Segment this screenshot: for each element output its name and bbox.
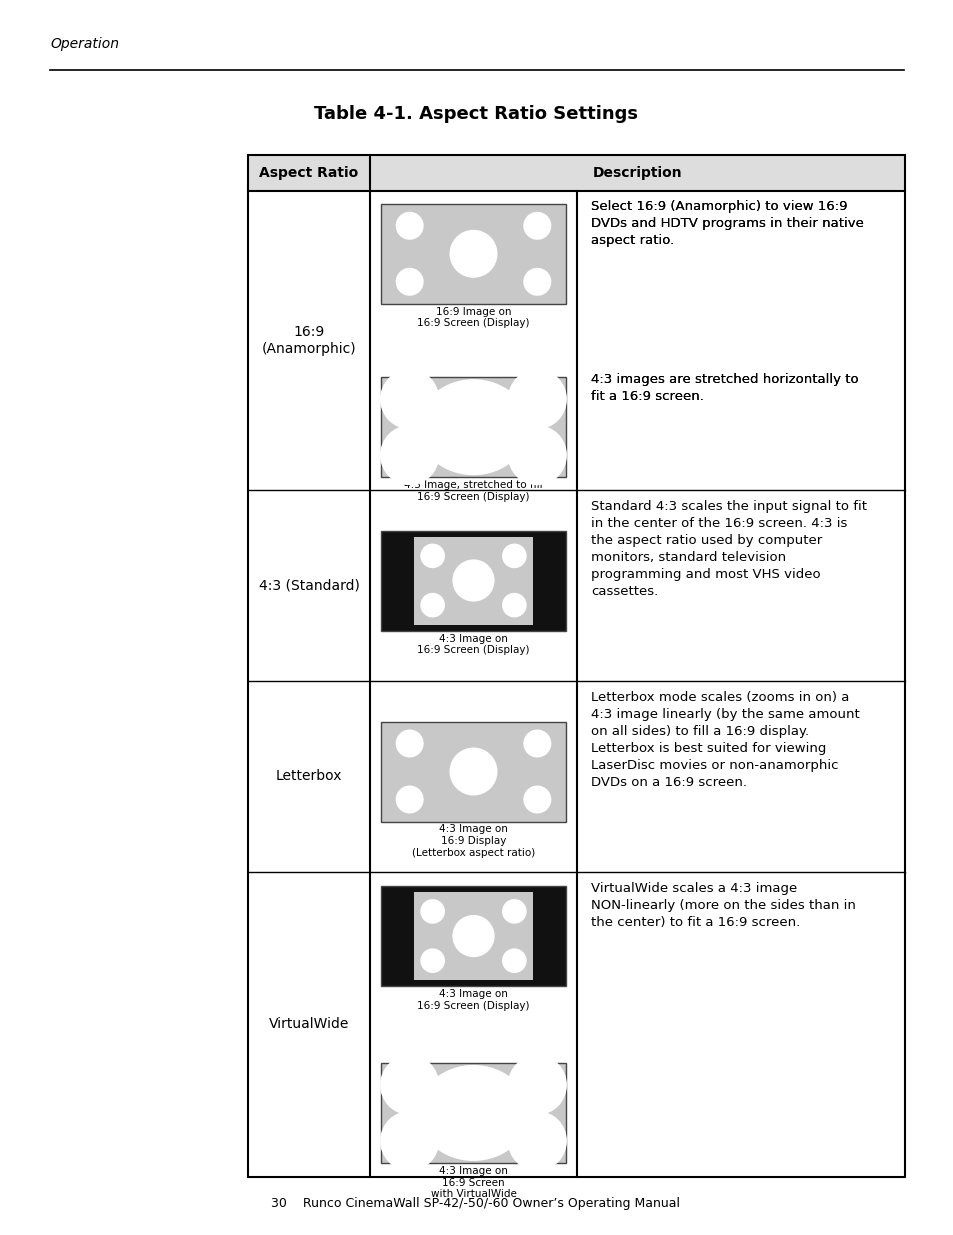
Bar [414,892,532,981]
Ellipse shape [420,899,444,924]
Ellipse shape [507,1055,566,1115]
Bar [380,204,565,304]
Bar [380,377,565,477]
Ellipse shape [501,948,526,973]
Ellipse shape [395,268,423,296]
Ellipse shape [507,425,566,485]
Ellipse shape [523,268,551,296]
Ellipse shape [417,1065,529,1161]
Text: VirtualWide: VirtualWide [269,1018,349,1031]
Text: Description: Description [592,165,681,180]
Ellipse shape [507,369,566,430]
Ellipse shape [501,543,526,568]
Ellipse shape [379,369,438,430]
Ellipse shape [523,785,551,814]
Ellipse shape [452,559,494,601]
Text: 4:3 images are stretched horizontally to
fit a 16:9 screen.: 4:3 images are stretched horizontally to… [590,373,858,403]
Ellipse shape [449,747,497,795]
Text: Operation: Operation [50,37,119,51]
Text: Table 4-1. Aspect Ratio Settings: Table 4-1. Aspect Ratio Settings [314,105,638,124]
Ellipse shape [395,730,423,757]
Bar [380,1063,565,1163]
Text: Letterbox: Letterbox [275,769,342,783]
Bar [380,885,565,986]
Bar [380,721,565,821]
Ellipse shape [523,730,551,757]
Ellipse shape [420,948,444,973]
Ellipse shape [501,593,526,618]
Text: 4:3 Image on
16:9 Display
(Letterbox aspect ratio): 4:3 Image on 16:9 Display (Letterbox asp… [412,825,535,857]
Text: 30    Runco CinemaWall SP-42/-50/-60 Owner’s Operating Manual: 30 Runco CinemaWall SP-42/-50/-60 Owner’… [272,1197,679,1210]
Ellipse shape [379,425,438,485]
Ellipse shape [501,899,526,924]
Text: 4:3 Image on
16:9 Screen
with VirtualWide: 4:3 Image on 16:9 Screen with VirtualWid… [430,1166,516,1199]
Text: 4:3 Image, stretched to fill
16:9 Screen (Display): 4:3 Image, stretched to fill 16:9 Screen… [404,480,542,501]
Text: 4:3 images are stretched horizontally to
fit a 16:9 screen.: 4:3 images are stretched horizontally to… [590,373,858,403]
Text: 16:9
(Anamorphic): 16:9 (Anamorphic) [261,325,355,356]
Text: VirtualWide scales a 4:3 image
NON-linearly (more on the sides than in
the cente: VirtualWide scales a 4:3 image NON-linea… [590,882,855,929]
Text: 4:3 Image on
16:9 Screen (Display): 4:3 Image on 16:9 Screen (Display) [416,634,529,655]
Text: Select 16:9 (Anamorphic) to view 16:9
DVDs and HDTV programs in their native
asp: Select 16:9 (Anamorphic) to view 16:9 DV… [590,200,863,247]
Ellipse shape [417,379,529,475]
Text: 16:9 Image on
16:9 Screen (Display): 16:9 Image on 16:9 Screen (Display) [416,306,529,329]
Ellipse shape [379,1112,438,1171]
Bar [380,531,565,631]
Ellipse shape [395,211,423,240]
Bar [248,156,904,191]
Ellipse shape [449,230,497,278]
Ellipse shape [452,915,494,957]
Text: 4:3 Image on
16:9 Screen (Display): 4:3 Image on 16:9 Screen (Display) [416,989,529,1010]
Text: Aspect Ratio: Aspect Ratio [259,165,358,180]
Bar [414,536,532,625]
Bar [248,156,904,1177]
Ellipse shape [420,543,444,568]
Ellipse shape [379,1055,438,1115]
Ellipse shape [523,211,551,240]
Text: 4:3 (Standard): 4:3 (Standard) [258,578,359,593]
Ellipse shape [507,1112,566,1171]
Ellipse shape [395,785,423,814]
Text: Letterbox mode scales (zooms in on) a
4:3 image linearly (by the same amount
on : Letterbox mode scales (zooms in on) a 4:… [590,692,859,789]
Text: Standard 4:3 scales the input signal to fit
in the center of the 16:9 screen. 4:: Standard 4:3 scales the input signal to … [590,500,866,598]
Ellipse shape [420,593,444,618]
Text: Select 16:9 (Anamorphic) to view 16:9
DVDs and HDTV programs in their native
asp: Select 16:9 (Anamorphic) to view 16:9 DV… [590,200,863,247]
